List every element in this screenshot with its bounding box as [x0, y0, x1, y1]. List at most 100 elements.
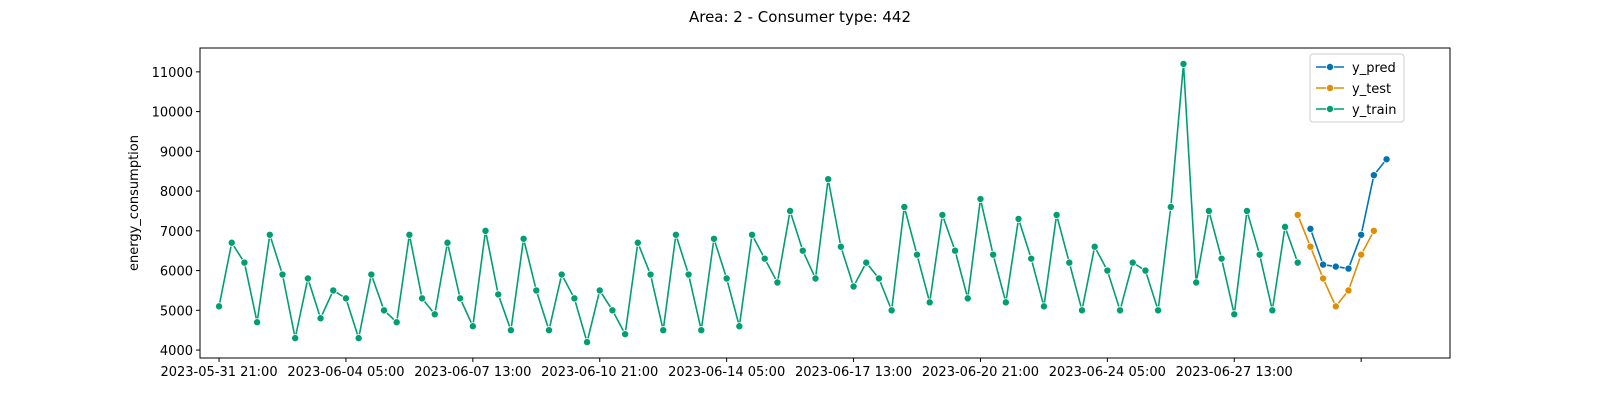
data-point-y_train	[544, 326, 553, 335]
data-point-y_test	[1319, 274, 1328, 283]
data-point-y_train	[1077, 306, 1086, 315]
y-tick-label: 11000	[152, 66, 193, 81]
data-point-y_train	[1192, 278, 1201, 287]
x-tick-label: 2023-06-07 13:00	[414, 365, 531, 380]
data-point-y_train	[303, 274, 312, 283]
data-point-y_train	[583, 338, 592, 347]
data-point-y_train	[1242, 206, 1251, 215]
data-point-y_train	[1128, 258, 1137, 267]
data-point-y_train	[735, 322, 744, 331]
x-axis: 2023-05-31 21:00 2023-06-04 05:00 2023-06-…	[160, 358, 1362, 380]
data-point-y_train	[1027, 254, 1036, 263]
data-point-y_train	[329, 286, 338, 295]
data-point-y_train	[811, 274, 820, 283]
data-point-y_train	[633, 238, 642, 247]
x-tick-label: 2023-06-17 13:00	[795, 365, 912, 380]
series-line-y_train	[218, 63, 1299, 346]
data-point-y_train	[1166, 202, 1175, 211]
data-point-y_train	[760, 254, 769, 263]
data-point-y_train	[570, 294, 579, 303]
y-tick-label: 10000	[152, 106, 193, 121]
data-point-y_test	[1331, 302, 1340, 311]
data-point-y_train	[227, 238, 236, 247]
data-point-y_train	[1090, 242, 1099, 251]
data-point-y_train	[722, 274, 731, 283]
data-point-y_train	[925, 298, 934, 307]
data-point-y_train	[976, 195, 985, 204]
legend-label-y_test: y_test	[1352, 82, 1391, 97]
data-point-y_pred	[1344, 264, 1353, 273]
data-point-y_pred	[1382, 155, 1391, 164]
data-point-y_train	[443, 238, 452, 247]
data-point-y_test	[1293, 210, 1302, 219]
x-tick-label: 2023-06-04 05:00	[287, 365, 404, 380]
data-point-y_pred	[1319, 260, 1328, 269]
data-point-y_train	[849, 282, 858, 291]
data-point-y_train	[963, 294, 972, 303]
data-point-y_train	[392, 318, 401, 327]
data-point-y_train	[798, 246, 807, 255]
data-point-y_test	[1344, 286, 1353, 295]
data-point-y_train	[456, 294, 465, 303]
data-point-y_train	[900, 202, 909, 211]
legend: y_pred y_test y_train	[1309, 53, 1405, 123]
data-point-y_train	[367, 270, 376, 279]
data-point-y_train	[215, 302, 224, 311]
x-tick-label: 2023-06-24 05:00	[1049, 365, 1166, 380]
plot-frame	[199, 47, 1451, 359]
legend-marker-y_pred	[1326, 63, 1335, 72]
data-point-y_train	[608, 306, 617, 315]
data-point-y_test	[1357, 250, 1366, 259]
data-point-y_train	[989, 250, 998, 259]
data-point-y_train	[494, 290, 503, 299]
data-point-y_train	[341, 294, 350, 303]
legend-box	[1309, 53, 1405, 123]
data-point-y_train	[1281, 222, 1290, 231]
data-point-y_train	[836, 242, 845, 251]
y-tick-label: 7000	[160, 225, 193, 240]
data-point-y_train	[1065, 258, 1074, 267]
y-tick-label: 5000	[160, 304, 193, 319]
data-point-y_pred	[1369, 171, 1378, 180]
data-point-y_train	[481, 226, 490, 235]
data-point-y_train	[532, 286, 541, 295]
y-tick-label: 6000	[160, 265, 193, 280]
x-tick-label: 2023-06-10 21:00	[541, 365, 658, 380]
data-point-y_train	[1179, 59, 1188, 68]
x-tick-label: 2023-06-27 13:00	[1176, 365, 1293, 380]
data-point-y_train	[354, 334, 363, 343]
data-point-y_train	[709, 234, 718, 243]
data-point-y_train	[380, 306, 389, 315]
y-tick-label: 8000	[160, 185, 193, 200]
data-point-y_train	[418, 294, 427, 303]
data-point-y_train	[468, 322, 477, 331]
data-point-y_train	[557, 270, 566, 279]
data-point-y_pred	[1331, 262, 1340, 271]
data-point-y_test	[1306, 242, 1315, 251]
legend-marker-y_test	[1326, 84, 1335, 93]
x-tick-label: 2023-05-31 21:00	[160, 365, 277, 380]
data-point-y_train	[1154, 306, 1163, 315]
data-point-y_pred	[1306, 224, 1315, 233]
y-tick-label: 4000	[160, 344, 193, 359]
y-axis-label: energy_consumption	[127, 135, 142, 271]
data-point-y_train	[430, 310, 439, 319]
data-point-y_train	[1204, 206, 1213, 215]
data-point-y_train	[506, 326, 515, 335]
data-point-y_train	[240, 258, 249, 267]
data-point-y_train	[1141, 266, 1150, 275]
data-point-y_train	[278, 270, 287, 279]
data-point-y_train	[671, 230, 680, 239]
data-point-y_train	[1230, 310, 1239, 319]
data-point-y_train	[887, 306, 896, 315]
data-point-y_train	[1293, 258, 1302, 267]
plot-lines	[218, 63, 1388, 346]
data-point-y_train	[824, 175, 833, 184]
data-point-y_train	[862, 258, 871, 267]
data-point-y_train	[621, 330, 630, 339]
data-point-y_train	[1116, 306, 1125, 315]
data-point-y_train	[659, 326, 668, 335]
data-point-y_train	[646, 270, 655, 279]
y-tick-label: 9000	[160, 145, 193, 160]
